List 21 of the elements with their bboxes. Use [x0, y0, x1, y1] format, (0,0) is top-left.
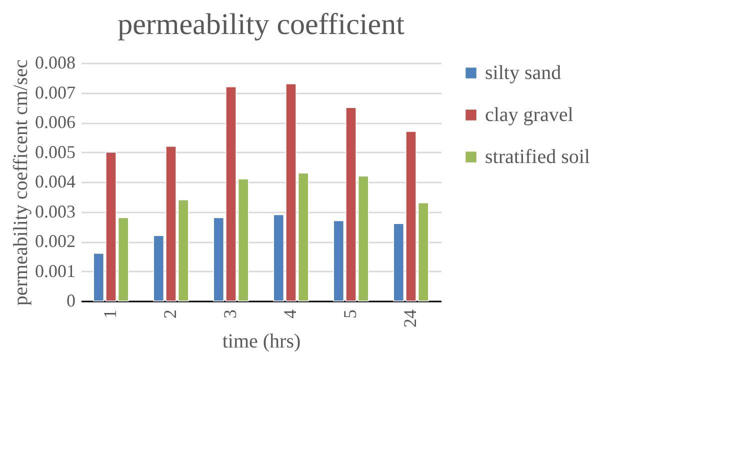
y-axis-title: permeability coefficent cm/sec: [10, 59, 32, 306]
x-tick-label: 2: [160, 310, 180, 318]
x-tick-label: 5: [340, 310, 360, 318]
legend-label: clay gravel: [485, 104, 574, 126]
y-tick-label: 0.002: [35, 231, 76, 251]
y-tick-label: 0.003: [35, 201, 76, 222]
y-tick-label: 0.005: [35, 142, 76, 162]
legend-label: stratified soil: [485, 146, 590, 168]
x-axis-title: time (hrs): [222, 330, 301, 352]
x-tick-label: 1: [100, 310, 120, 318]
y-tick-label: 0.008: [35, 52, 76, 72]
y-tick-label: 0.007: [35, 82, 76, 102]
x-tick-label: 24: [400, 310, 420, 328]
chart-title: permeability coefficient: [118, 8, 406, 41]
y-tick-label: 0.006: [35, 112, 76, 132]
y-tick-label: 0: [66, 290, 76, 310]
legend-label: silty sand: [485, 62, 562, 84]
y-tick-label: 0.004: [35, 172, 76, 192]
y-tick-label: 0.001: [35, 260, 76, 281]
x-tick-label: 4: [280, 310, 300, 318]
x-tick-label: 3: [220, 310, 240, 318]
